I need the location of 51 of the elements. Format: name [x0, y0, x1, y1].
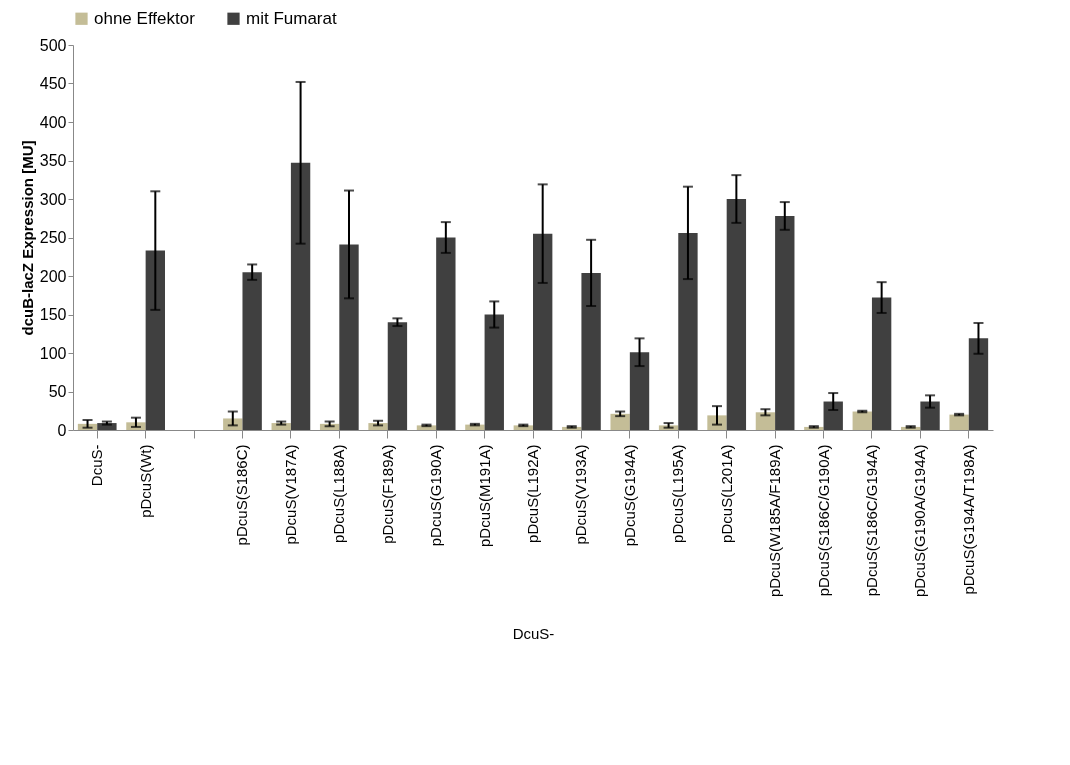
x-tick-label: pDcuS(L188A) — [330, 444, 348, 543]
x-tick-label: pDcuS(L201A) — [717, 444, 735, 543]
legend-label: mit Fumarat — [246, 8, 337, 28]
y-axis-title: dcuB-lacZ Expression [MU] — [18, 140, 36, 336]
x-tick-label: pDcuS(G190A/G194A) — [911, 444, 929, 598]
y-tick-label: 0 — [57, 421, 67, 439]
y-tick-label: 300 — [39, 190, 67, 208]
legend-label: ohne Effektor — [94, 8, 196, 28]
y-tick-label: 250 — [39, 229, 67, 246]
x-tick-label: pDcuS(W185A/F189A) — [766, 444, 784, 598]
y-tick-label: 500 — [39, 36, 67, 54]
bar — [145, 250, 165, 430]
bar — [290, 162, 311, 430]
x-tick-label: pDcuS(Wt) — [136, 444, 154, 518]
bar — [484, 314, 504, 430]
bar — [852, 411, 872, 430]
bar — [726, 199, 747, 430]
y-tick-label: 200 — [39, 267, 67, 285]
x-tick-label: pDcuS(L195A) — [669, 444, 687, 543]
bar — [949, 414, 969, 430]
x-tick-label: pDcuS(V187A) — [281, 444, 299, 545]
x-tick-label: pDcuS(S186C) — [233, 444, 251, 546]
y-tick-label: 100 — [39, 344, 67, 362]
y-tick-label: 150 — [39, 306, 67, 323]
y-tick-label: 350 — [39, 152, 67, 169]
x-tick-label: pDcuS(V193A) — [572, 444, 590, 545]
x-tick-label: DcuS- — [88, 444, 106, 487]
bar — [871, 297, 892, 430]
bar — [678, 232, 698, 430]
bar — [339, 244, 359, 430]
bar — [775, 215, 795, 430]
bar — [968, 338, 989, 430]
x-tick-label: pDcuS(M191A) — [475, 444, 493, 548]
y-tick-label: 450 — [39, 75, 67, 92]
x-tick-label: pDcuS(G190A) — [427, 444, 445, 547]
x-tick-label: pDcuS(G194A/T198A) — [959, 444, 977, 595]
bar — [920, 401, 940, 430]
x-tick-label: pDcuS(G194A) — [620, 444, 638, 547]
bar — [242, 272, 262, 430]
x-tick-label: pDcuS(S186C/G190A) — [814, 444, 832, 597]
bar — [533, 233, 553, 430]
bar — [629, 352, 650, 430]
x-axis-title: DcuS- — [512, 625, 555, 643]
y-tick-label: 400 — [39, 113, 67, 131]
x-tick-label: pDcuS(F189A) — [378, 444, 396, 544]
bar — [581, 272, 601, 430]
bar — [823, 401, 843, 430]
x-tick-label: pDcuS(S186C/G194A) — [862, 444, 880, 597]
y-tick-label: 50 — [48, 383, 67, 400]
bar — [436, 237, 456, 430]
x-tick-label: pDcuS(L192A) — [524, 444, 541, 543]
